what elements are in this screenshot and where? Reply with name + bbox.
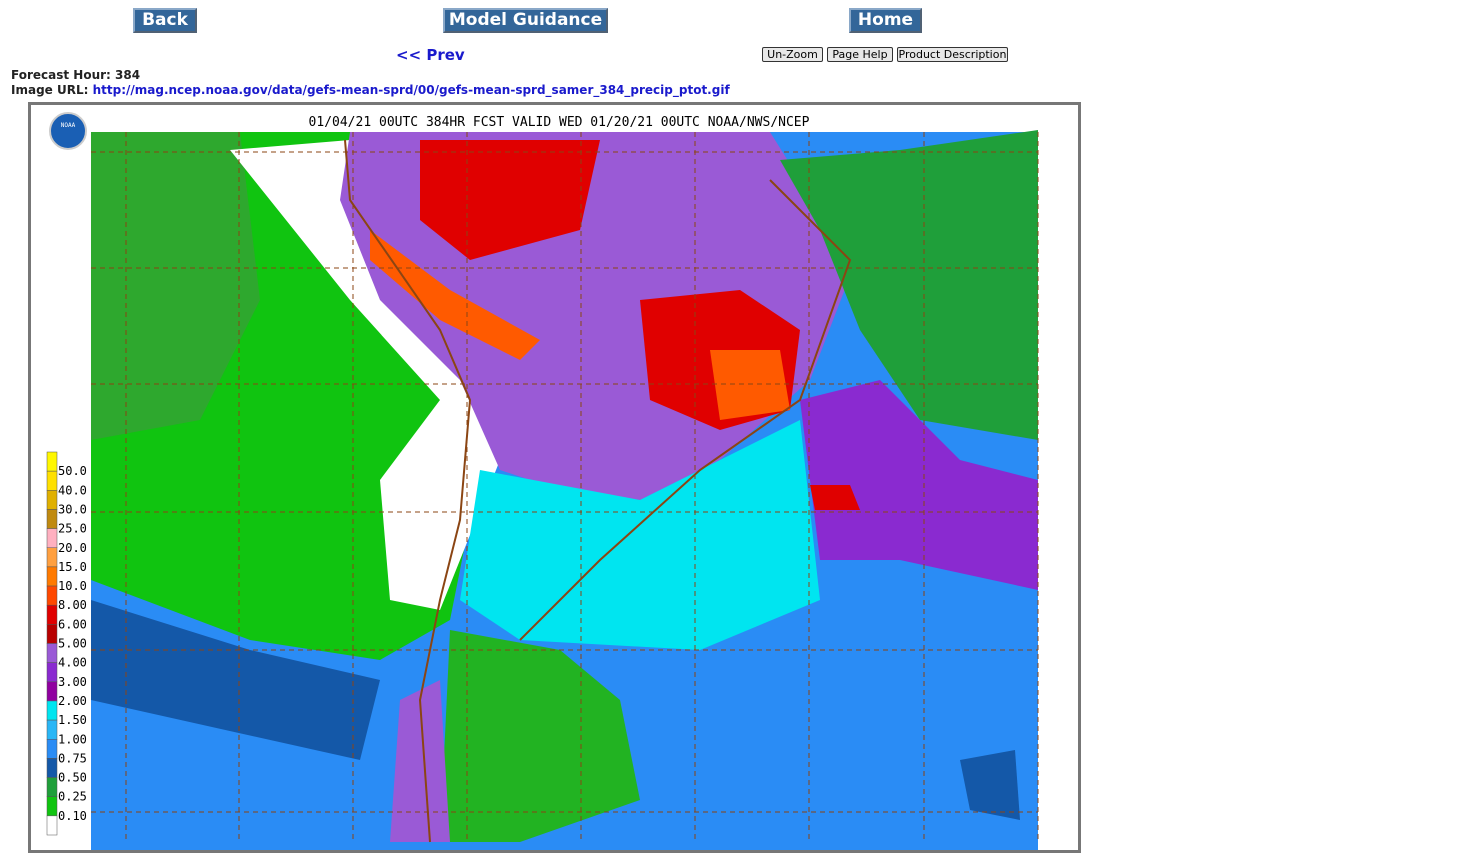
logo-text: NOAA	[61, 122, 76, 129]
legend-swatch	[46, 815, 58, 836]
legend-label: 1.00	[58, 732, 87, 746]
legend-label: 20.0	[58, 541, 87, 555]
legend-swatch	[46, 490, 58, 510]
map-title: 01/04/21 00UTC 384HR FCST VALID WED 01/2…	[309, 115, 810, 130]
legend-label: 2.00	[58, 694, 87, 708]
label: Forecast Hour:	[11, 68, 111, 82]
unzoom-button[interactable]: Un-Zoom	[762, 47, 823, 62]
forecast-hour: Forecast Hour: 384	[11, 68, 140, 82]
legend-swatch	[46, 624, 58, 644]
legend-label: 4.00	[58, 656, 87, 670]
legend-swatch	[46, 739, 58, 759]
legend-label: 1.50	[58, 713, 87, 727]
legend-label: 5.00	[58, 637, 87, 651]
legend-label: 40.0	[58, 483, 87, 497]
map-frame: NOAA 01/04/21 00UTC 384HR FCST VALID WED…	[28, 102, 1081, 853]
legend-swatch	[46, 566, 58, 587]
legend-swatch	[46, 700, 58, 721]
legend-label: 30.0	[58, 502, 87, 516]
map: NOAA 01/04/21 00UTC 384HR FCST VALID WED…	[46, 112, 1039, 852]
legend-swatch	[46, 604, 58, 625]
legend-swatch	[46, 528, 58, 548]
url-link[interactable]: http://mag.ncep.noaa.gov/data/gefs-mean-…	[92, 83, 730, 97]
legend-swatch	[46, 451, 58, 472]
prev-link[interactable]: << Prev	[396, 46, 465, 64]
legend-label: 6.00	[58, 617, 87, 631]
legend-label: 50.0	[58, 464, 87, 478]
legend-swatch	[46, 719, 58, 740]
label: Image URL:	[11, 83, 89, 97]
legend-label: 0.25	[58, 790, 87, 804]
image-url: Image URL: http://mag.ncep.noaa.gov/data…	[11, 83, 730, 97]
legend-label: 8.00	[58, 598, 87, 612]
legend-swatch	[46, 777, 58, 797]
product-description-button[interactable]: Product Description	[897, 47, 1008, 62]
home-button[interactable]: Home	[849, 8, 922, 33]
legend-swatch	[46, 509, 58, 529]
legend-label: 15.0	[58, 560, 87, 574]
legend-label: 0.75	[58, 751, 87, 765]
legend-label: 25.0	[58, 522, 87, 536]
legend-swatch	[46, 470, 58, 491]
legend-swatch	[46, 758, 58, 778]
legend-swatch	[46, 643, 58, 663]
legend-label: 3.00	[58, 675, 87, 689]
legend-swatch	[46, 585, 58, 606]
model-guidance-button[interactable]: Model Guidance	[443, 8, 608, 33]
legend-swatch	[46, 547, 58, 568]
legend-swatch	[46, 681, 58, 702]
legend-label: 0.10	[58, 809, 87, 823]
back-button[interactable]: Back	[133, 8, 197, 33]
legend-label: 10.0	[58, 579, 87, 593]
value: 384	[115, 68, 141, 82]
page-help-button[interactable]: Page Help	[827, 47, 893, 62]
legend-swatch	[46, 662, 58, 683]
legend-swatch	[46, 796, 58, 817]
legend-label: 0.50	[58, 771, 87, 785]
